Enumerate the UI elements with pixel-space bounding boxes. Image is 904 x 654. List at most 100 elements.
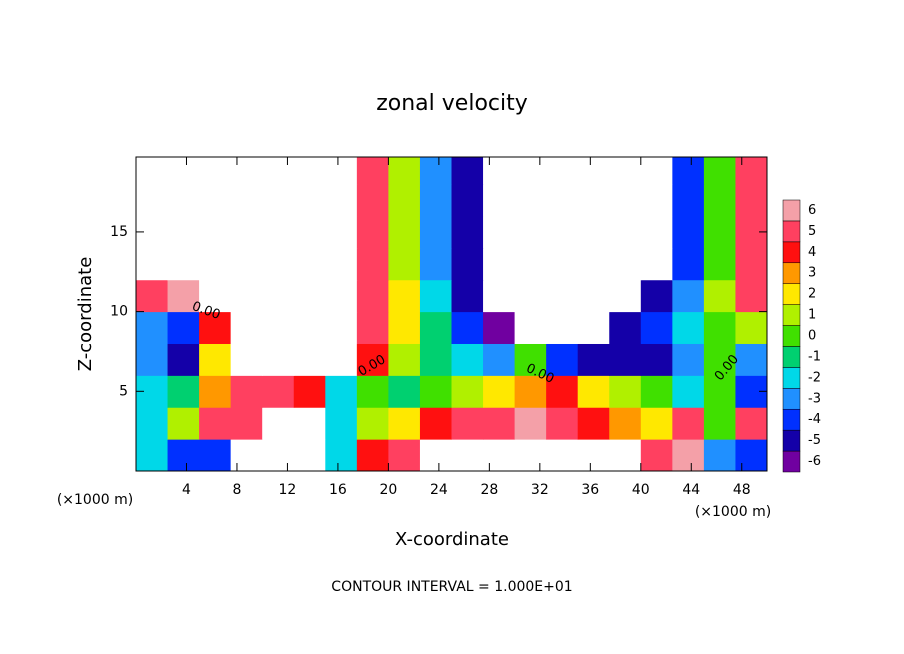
heatmap-cell (640, 184, 673, 217)
heatmap-cell (735, 439, 768, 472)
colorbar-swatch (782, 220, 801, 243)
chart-title: zonal velocity (376, 91, 528, 116)
colorbar-swatch (782, 325, 801, 347)
heatmap-cell (230, 157, 263, 185)
x-tick-label: 28 (480, 482, 498, 498)
colorbar-label: -1 (808, 349, 821, 364)
heatmap-cell (703, 439, 736, 472)
heatmap-cell (640, 157, 673, 185)
y-tick-label: 15 (110, 224, 128, 240)
x-unit-label: (×1000 m) (695, 504, 771, 520)
heatmap-cell (388, 279, 421, 313)
heatmap-cell (735, 157, 768, 185)
heatmap-cell (672, 215, 705, 249)
heatmap-cell (640, 311, 673, 344)
heatmap-cell (546, 343, 579, 376)
heatmap-cell (199, 247, 232, 281)
heatmap-cell (293, 343, 326, 376)
colorbar-label: -5 (808, 433, 821, 448)
heatmap-cell (640, 407, 673, 440)
heatmap-cell (262, 439, 295, 472)
colorbar-label: -6 (808, 454, 821, 469)
heatmap-cell (199, 184, 232, 217)
heatmap-cell (230, 343, 263, 376)
colorbar-label: 2 (808, 287, 816, 302)
heatmap-cell (262, 343, 295, 376)
heatmap-cell (293, 215, 326, 249)
heatmap-cell (577, 247, 610, 281)
heatmap-cell (703, 215, 736, 249)
heatmap-cell (199, 343, 232, 376)
x-tick-label: 8 (232, 482, 241, 498)
heatmap-cell (293, 184, 326, 217)
heatmap-cell (293, 157, 326, 185)
heatmap-cell (546, 439, 579, 472)
heatmap-cell (136, 247, 169, 281)
x-unit-label: (×1000 m) (57, 492, 133, 508)
x-tick-label: 48 (733, 482, 751, 498)
colorbar-label: 6 (808, 203, 816, 218)
heatmap-cell (546, 157, 579, 185)
heatmap-cell (230, 439, 263, 472)
colorbar-swatch (782, 262, 801, 284)
heatmap-cell (262, 215, 295, 249)
heatmap-cell (640, 439, 673, 472)
heatmap-cell (577, 184, 610, 217)
heatmap-cell (577, 439, 610, 472)
heatmap-cell (609, 343, 642, 376)
heatmap-cell (451, 279, 484, 313)
heatmap-cell (703, 184, 736, 217)
heatmap-cell (577, 375, 610, 408)
x-tick-label: 44 (682, 482, 700, 498)
heatmap-cell (356, 279, 389, 313)
heatmap-cell (514, 247, 547, 281)
heatmap-cell (609, 279, 642, 313)
y-tick-label: 10 (110, 304, 128, 320)
heatmap-cell (262, 247, 295, 281)
heatmap-cell (483, 184, 516, 217)
heatmap-cell (325, 439, 358, 472)
heatmap-cell (230, 407, 263, 440)
heatmap-cell (262, 279, 295, 313)
heatmap-cell (483, 311, 516, 344)
colorbar-label: -2 (808, 370, 821, 385)
heatmap-cell (640, 375, 673, 408)
heatmap-cell (546, 407, 579, 440)
heatmap-cell (262, 184, 295, 217)
heatmap-cell (167, 311, 200, 344)
heatmap-cell (356, 375, 389, 408)
heatmap-cell (514, 279, 547, 313)
x-tick-label: 36 (581, 482, 599, 498)
heatmap-cell (167, 343, 200, 376)
colorbar-label: 5 (808, 224, 816, 239)
heatmap-cell (483, 343, 516, 376)
heatmap-cell (388, 375, 421, 408)
heatmap-cell (356, 407, 389, 440)
heatmap-cell (419, 439, 452, 472)
heatmap-cell (451, 184, 484, 217)
heatmap-cell (199, 157, 232, 185)
heatmap-cell (735, 247, 768, 281)
heatmap-cell (735, 343, 768, 376)
heatmap-cell (419, 247, 452, 281)
heatmap-cell (262, 157, 295, 185)
heatmap-cell (546, 184, 579, 217)
x-tick-label: 24 (430, 482, 448, 498)
heatmap-cell (703, 157, 736, 185)
heatmap-cell (167, 407, 200, 440)
heatmap-cell (672, 343, 705, 376)
heatmap-cell (514, 157, 547, 185)
heatmap-cell (451, 311, 484, 344)
heatmap-cell (325, 407, 358, 440)
heatmap-cell (199, 407, 232, 440)
heatmap-cell (419, 311, 452, 344)
heatmap-cell (483, 439, 516, 472)
heatmap-cell (451, 407, 484, 440)
heatmap-cell (514, 215, 547, 249)
heatmap-cell (735, 407, 768, 440)
heatmap-cell (672, 439, 705, 472)
heatmap-cell (356, 311, 389, 344)
heatmap-cell (451, 157, 484, 185)
heatmap-cell (136, 157, 169, 185)
heatmap-cell (136, 279, 169, 313)
